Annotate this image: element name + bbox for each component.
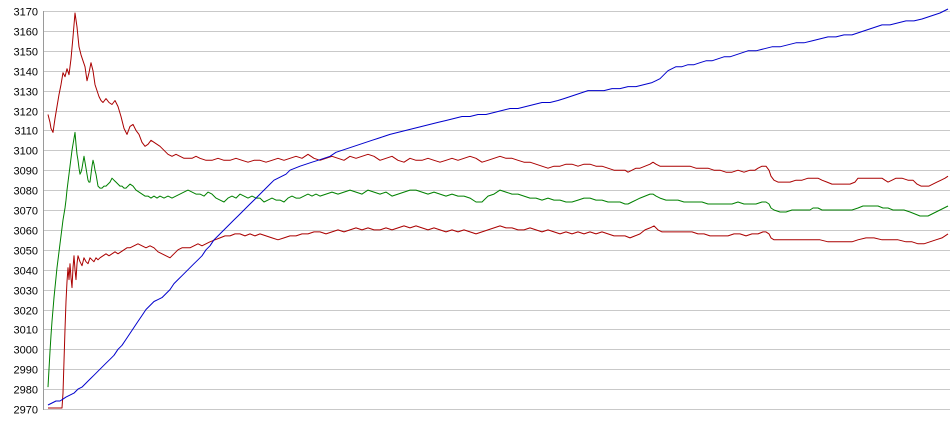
y-axis-label: 3010 — [14, 325, 38, 337]
y-axis-label: 3090 — [14, 166, 38, 178]
y-axis-label: 3100 — [14, 146, 38, 158]
y-axis-label: 3140 — [14, 67, 38, 79]
y-axis-label: 3000 — [14, 345, 38, 357]
y-axis-label: 2980 — [14, 385, 38, 397]
series-lines — [47, 8, 949, 409]
y-axis-label: 3050 — [14, 246, 38, 258]
y-axis-label: 2970 — [14, 405, 38, 417]
y-axis-label: 3110 — [14, 126, 38, 138]
gridlines — [43, 11, 950, 410]
y-axis-labels: 3170 3160 3150 3140 3130 3120 3110 3100 3090 3080… — [14, 7, 38, 417]
series-blue-line — [47, 8, 949, 406]
y-axis-label: 3170 — [14, 7, 38, 19]
series-red-lower-line — [48, 225, 949, 409]
y-axis-label: 3160 — [14, 27, 38, 39]
y-axis-label: 3130 — [14, 87, 38, 99]
y-axis-label: 3080 — [14, 186, 38, 198]
y-axis-label: 3060 — [14, 226, 38, 238]
y-axis-label: 3040 — [14, 266, 38, 278]
series-red-upper-line — [47, 12, 949, 187]
y-axis-label: 3150 — [14, 47, 38, 59]
y-axis-label: 3120 — [14, 107, 38, 119]
series-green-line — [47, 131, 949, 388]
y-axis-label: 3020 — [14, 306, 38, 318]
y-axis-label: 3070 — [14, 206, 38, 218]
y-axis-label: 2990 — [14, 365, 38, 377]
y-axis-label: 3030 — [14, 286, 38, 298]
